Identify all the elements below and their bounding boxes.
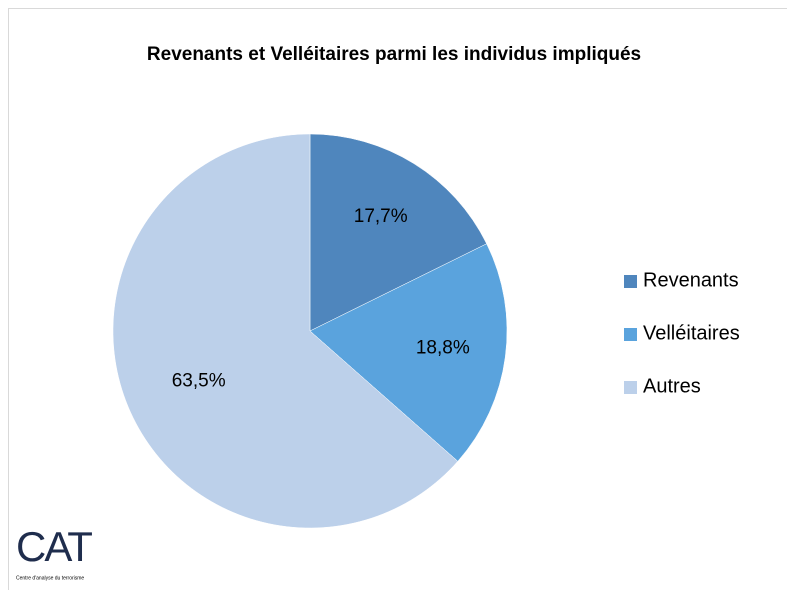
data-label: 18,8% (416, 338, 470, 359)
data-label: 63,5% (172, 370, 226, 391)
pie-slice (112, 133, 459, 529)
legend-swatch (624, 275, 637, 288)
legend-swatch (624, 381, 637, 394)
chart-title: Revenants et Velléitaires parmi les indi… (147, 44, 641, 65)
logo-caption: Centre d'analyse du terrorisme (16, 575, 84, 581)
data-label: 17,7% (354, 206, 408, 227)
legend-label: Velléitaires (643, 322, 740, 344)
logo-text: CAT (16, 523, 92, 570)
legend-label: Revenants (643, 269, 739, 291)
pie-slice (309, 133, 487, 332)
legend-swatch (624, 328, 637, 341)
legend-label: Autres (643, 375, 701, 397)
pie-slice (309, 243, 508, 462)
